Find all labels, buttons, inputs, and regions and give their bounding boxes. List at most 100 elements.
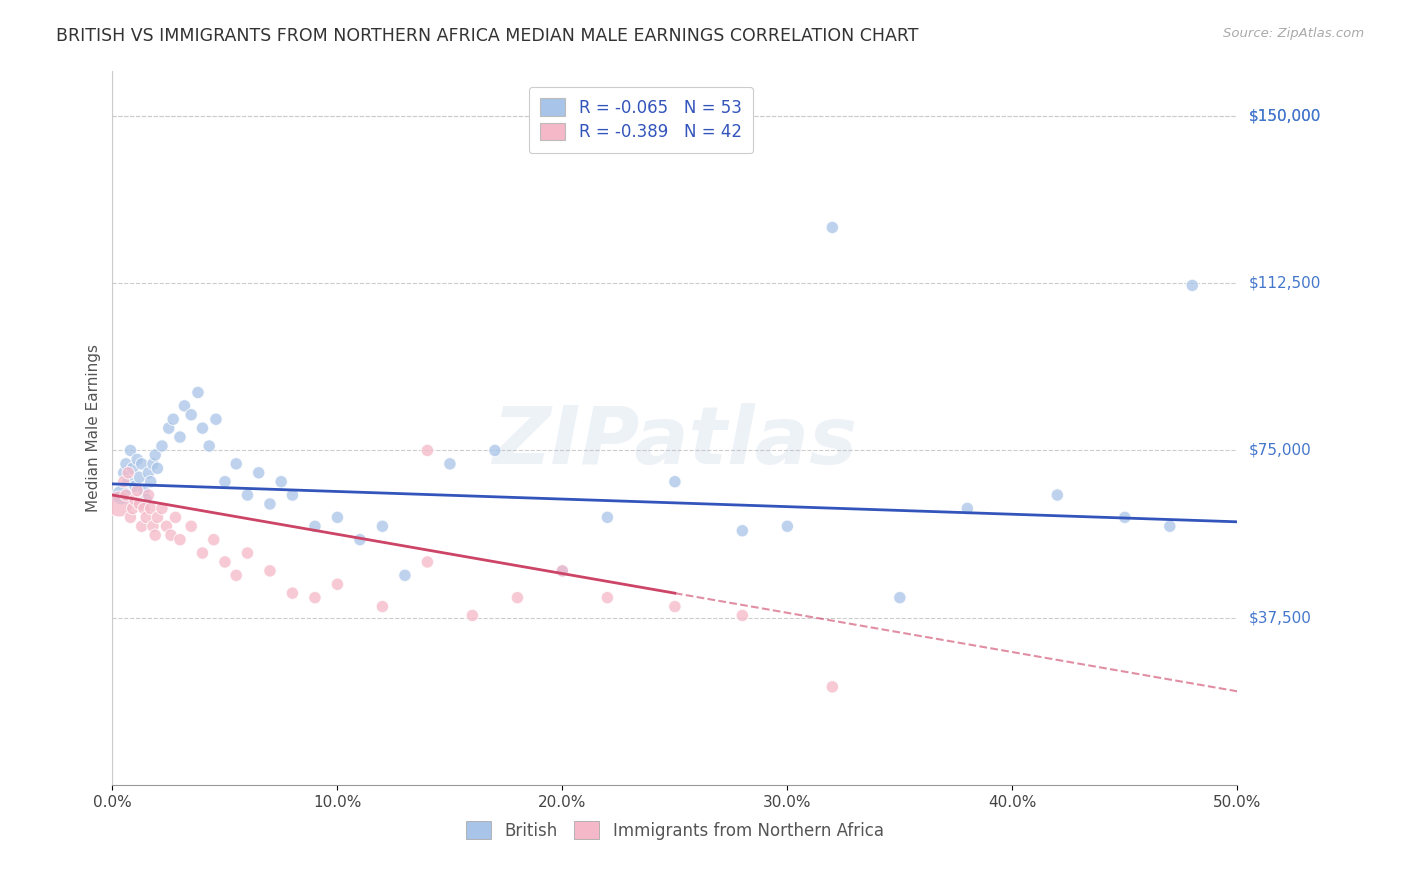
Point xyxy=(506,591,529,605)
Point xyxy=(202,533,225,547)
Point xyxy=(1046,488,1069,502)
Point xyxy=(304,591,326,605)
Point xyxy=(551,564,574,578)
Point xyxy=(131,457,153,471)
Point xyxy=(143,528,166,542)
Point xyxy=(110,488,132,502)
Point xyxy=(121,501,143,516)
Point xyxy=(664,599,686,614)
Point xyxy=(281,488,304,502)
Point xyxy=(150,501,173,516)
Point xyxy=(821,680,844,694)
Point xyxy=(281,586,304,600)
Point xyxy=(127,452,149,467)
Point xyxy=(371,519,394,533)
Text: $150,000: $150,000 xyxy=(1249,109,1320,123)
Point xyxy=(112,475,135,489)
Text: ZIPatlas: ZIPatlas xyxy=(492,403,858,482)
Point xyxy=(143,448,166,462)
Point xyxy=(371,599,394,614)
Point xyxy=(139,475,162,489)
Point xyxy=(270,475,292,489)
Point xyxy=(191,546,214,560)
Point xyxy=(150,439,173,453)
Point xyxy=(731,608,754,623)
Text: $37,500: $37,500 xyxy=(1249,610,1312,625)
Point xyxy=(173,399,195,413)
Point xyxy=(115,488,138,502)
Text: $75,000: $75,000 xyxy=(1249,443,1312,458)
Point xyxy=(135,492,157,507)
Point xyxy=(132,501,155,516)
Point xyxy=(461,608,484,623)
Point xyxy=(115,457,138,471)
Point xyxy=(128,497,150,511)
Point xyxy=(187,385,209,400)
Point xyxy=(155,519,177,533)
Point xyxy=(146,510,169,524)
Point xyxy=(956,501,979,516)
Point xyxy=(304,519,326,533)
Point xyxy=(247,466,270,480)
Point xyxy=(138,488,160,502)
Point xyxy=(236,546,259,560)
Point xyxy=(131,519,153,533)
Point xyxy=(191,421,214,435)
Point xyxy=(439,457,461,471)
Point xyxy=(326,510,349,524)
Text: $112,500: $112,500 xyxy=(1249,276,1320,291)
Point xyxy=(146,461,169,475)
Y-axis label: Median Male Earnings: Median Male Earnings xyxy=(86,344,101,512)
Point xyxy=(138,466,160,480)
Point xyxy=(484,443,506,458)
Point xyxy=(596,591,619,605)
Point xyxy=(259,497,281,511)
Point xyxy=(596,510,619,524)
Point xyxy=(1181,278,1204,293)
Point xyxy=(160,528,183,542)
Text: BRITISH VS IMMIGRANTS FROM NORTHERN AFRICA MEDIAN MALE EARNINGS CORRELATION CHAR: BRITISH VS IMMIGRANTS FROM NORTHERN AFRI… xyxy=(56,27,918,45)
Point xyxy=(121,461,143,475)
Point xyxy=(776,519,799,533)
Point xyxy=(1159,519,1181,533)
Point xyxy=(142,457,165,471)
Point xyxy=(120,443,142,458)
Point xyxy=(731,524,754,538)
Point xyxy=(162,412,184,426)
Point xyxy=(117,475,139,489)
Point xyxy=(1114,510,1136,524)
Point xyxy=(157,421,180,435)
Text: $150,000: $150,000 xyxy=(1249,109,1320,123)
Point xyxy=(169,533,191,547)
Point xyxy=(259,564,281,578)
Point xyxy=(142,519,165,533)
Point xyxy=(326,577,349,591)
Point xyxy=(236,488,259,502)
Point xyxy=(128,470,150,484)
Point xyxy=(135,510,157,524)
Point xyxy=(821,220,844,235)
Point xyxy=(165,510,187,524)
Point xyxy=(551,564,574,578)
Point xyxy=(180,408,202,422)
Point xyxy=(349,533,371,547)
Point xyxy=(889,591,911,605)
Legend: British, Immigrants from Northern Africa: British, Immigrants from Northern Africa xyxy=(458,814,891,848)
Point xyxy=(124,492,146,507)
Point xyxy=(225,568,247,582)
Point xyxy=(117,466,139,480)
Point xyxy=(664,475,686,489)
Point xyxy=(139,501,162,516)
Point xyxy=(416,555,439,569)
Point xyxy=(416,443,439,458)
Point xyxy=(214,555,236,569)
Point xyxy=(169,430,191,444)
Point xyxy=(120,510,142,524)
Point xyxy=(124,479,146,493)
Point xyxy=(394,568,416,582)
Point xyxy=(127,483,149,498)
Point xyxy=(198,439,221,453)
Point xyxy=(132,483,155,498)
Point xyxy=(112,466,135,480)
Text: Source: ZipAtlas.com: Source: ZipAtlas.com xyxy=(1223,27,1364,40)
